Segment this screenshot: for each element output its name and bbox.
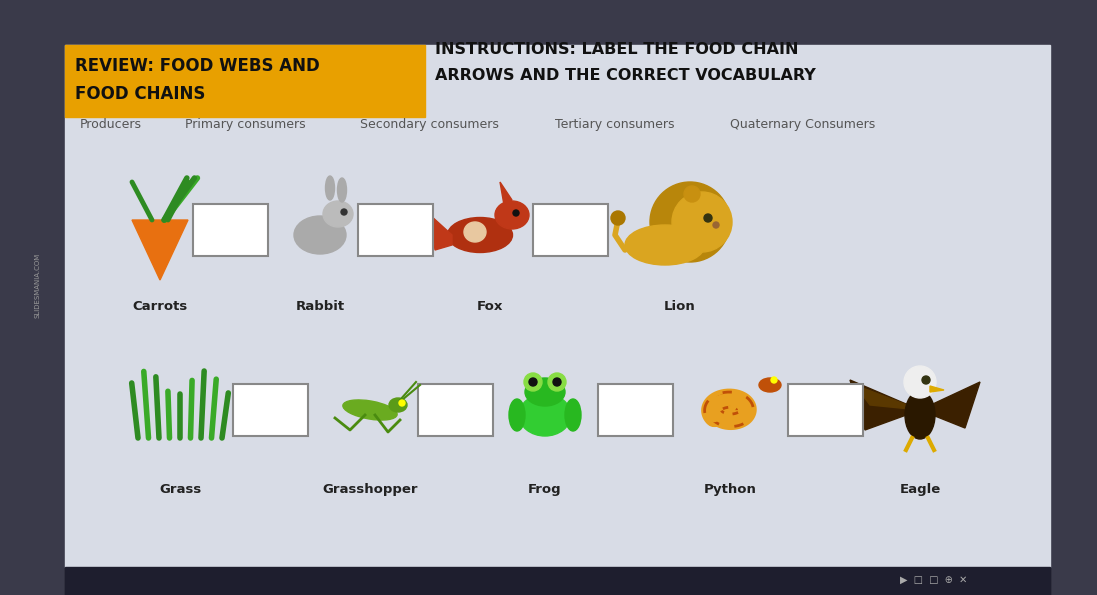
Text: Carrots: Carrots	[133, 300, 188, 313]
Circle shape	[529, 378, 538, 386]
Text: Python: Python	[703, 483, 757, 496]
Ellipse shape	[294, 216, 346, 254]
Ellipse shape	[519, 394, 572, 436]
Circle shape	[553, 378, 561, 386]
Text: Secondary consumers: Secondary consumers	[360, 118, 499, 131]
Ellipse shape	[343, 400, 397, 420]
Text: Producers: Producers	[80, 118, 142, 131]
Polygon shape	[430, 215, 452, 250]
Text: REVIEW: FOOD WEBS AND: REVIEW: FOOD WEBS AND	[75, 57, 319, 75]
Polygon shape	[500, 182, 512, 205]
Text: SLIDESMANIA.COM: SLIDESMANIA.COM	[35, 252, 41, 318]
Ellipse shape	[464, 222, 486, 242]
Circle shape	[921, 376, 930, 384]
Bar	[192, 204, 268, 256]
Text: FOOD CHAINS: FOOD CHAINS	[75, 85, 205, 103]
Circle shape	[651, 182, 730, 262]
Circle shape	[524, 373, 542, 391]
Ellipse shape	[389, 398, 407, 412]
Bar	[233, 384, 307, 436]
Polygon shape	[132, 220, 188, 280]
Circle shape	[771, 377, 777, 383]
Text: ▶  □  □  ⊕  ✕: ▶ □ □ ⊕ ✕	[900, 576, 968, 586]
Bar	[418, 384, 493, 436]
Polygon shape	[920, 382, 980, 428]
Bar	[65, 45, 1050, 567]
Circle shape	[341, 209, 347, 215]
Polygon shape	[855, 385, 920, 410]
Ellipse shape	[323, 201, 353, 227]
Text: Quaternary Consumers: Quaternary Consumers	[730, 118, 875, 131]
Text: Primary consumers: Primary consumers	[185, 118, 306, 131]
Circle shape	[513, 210, 519, 216]
Ellipse shape	[525, 378, 565, 406]
Text: Eagle: Eagle	[900, 483, 940, 496]
Circle shape	[548, 373, 566, 391]
Ellipse shape	[625, 225, 705, 265]
Ellipse shape	[448, 218, 512, 252]
Bar	[65, 567, 1050, 595]
Bar	[598, 384, 672, 436]
Circle shape	[399, 400, 405, 406]
Text: Tertiary consumers: Tertiary consumers	[555, 118, 675, 131]
Bar	[532, 204, 608, 256]
Ellipse shape	[905, 391, 935, 439]
Text: Fox: Fox	[477, 300, 504, 313]
Text: Frog: Frog	[528, 483, 562, 496]
Ellipse shape	[565, 399, 581, 431]
Text: Lion: Lion	[664, 300, 695, 313]
Text: Rabbit: Rabbit	[295, 300, 344, 313]
Ellipse shape	[338, 178, 347, 202]
Ellipse shape	[509, 399, 525, 431]
Circle shape	[611, 211, 625, 225]
Circle shape	[904, 366, 936, 398]
Ellipse shape	[326, 176, 335, 200]
Bar	[0, 0, 65, 595]
Ellipse shape	[759, 378, 781, 392]
Circle shape	[685, 186, 700, 202]
Bar	[358, 204, 432, 256]
Bar	[65, 0, 1050, 45]
Text: ARROWS AND THE CORRECT VOCABULARY: ARROWS AND THE CORRECT VOCABULARY	[436, 68, 816, 83]
Text: Grasshopper: Grasshopper	[323, 483, 418, 496]
Polygon shape	[850, 380, 920, 430]
Text: INSTRUCTIONS: LABEL THE FOOD CHAIN: INSTRUCTIONS: LABEL THE FOOD CHAIN	[436, 42, 799, 57]
Bar	[65, 45, 425, 117]
Ellipse shape	[495, 201, 529, 229]
Bar	[788, 384, 862, 436]
Polygon shape	[930, 386, 945, 392]
Bar	[65, 567, 1050, 595]
Circle shape	[672, 192, 732, 252]
Circle shape	[713, 222, 719, 228]
Text: Grass: Grass	[159, 483, 201, 496]
Bar	[1050, 0, 1097, 595]
Circle shape	[704, 214, 712, 222]
